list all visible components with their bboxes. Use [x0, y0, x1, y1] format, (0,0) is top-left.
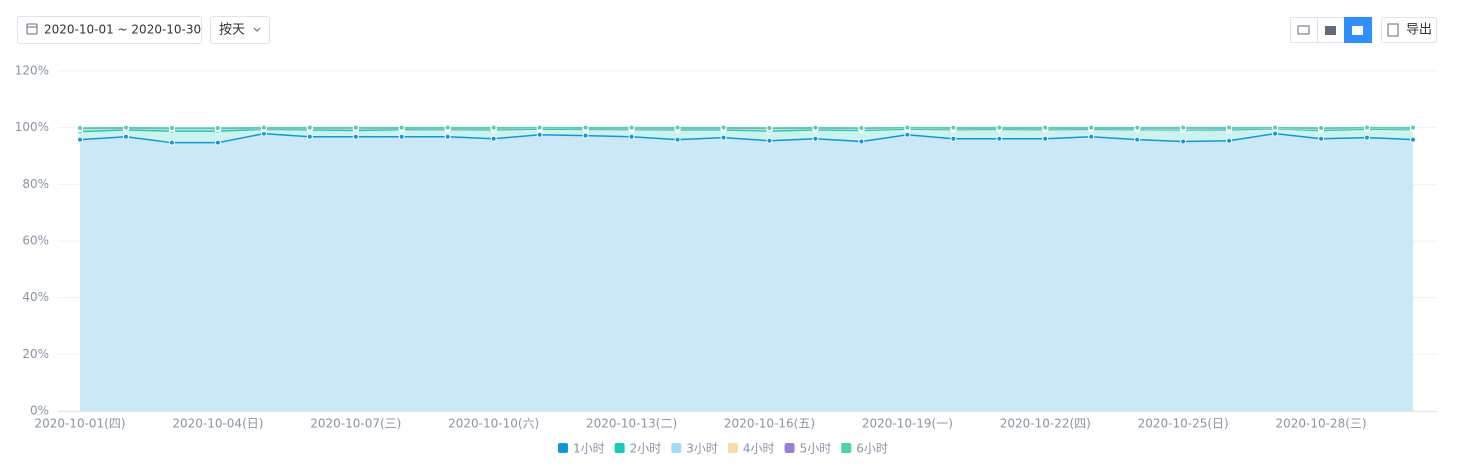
- x-tick-label: 2020-10-28(三): [1276, 417, 1367, 431]
- granularity-select[interactable]: 按天: [211, 17, 270, 44]
- data-point: [1089, 125, 1094, 130]
- data-point: [261, 125, 266, 130]
- data-point: [1273, 131, 1278, 136]
- data-point: [353, 134, 358, 139]
- x-tick-label: 2020-10-07(三): [310, 417, 401, 431]
- data-point: [813, 125, 818, 130]
- data-point: [1043, 136, 1048, 141]
- data-point: [537, 132, 542, 137]
- data-point: [353, 125, 358, 130]
- x-tick-label: 2020-10-04(日): [172, 417, 263, 431]
- data-point: [583, 125, 588, 130]
- export-button[interactable]: 导出: [1382, 18, 1437, 43]
- data-point: [169, 125, 174, 130]
- data-point: [78, 125, 83, 130]
- y-tick-label: 120%: [15, 64, 49, 78]
- data-point: [1365, 135, 1370, 140]
- export-label: 导出: [1406, 23, 1432, 38]
- legend-swatch: [785, 443, 795, 453]
- data-point: [629, 134, 634, 139]
- legend-label: 5小时: [800, 442, 832, 456]
- x-tick-label: 2020-10-13(二): [586, 417, 677, 431]
- granularity: 按天: [219, 23, 245, 38]
- data-point: [215, 140, 220, 145]
- data-point: [1273, 125, 1278, 130]
- legend: 1小时 2小时 3小时 4小时 5小时 6小时: [558, 442, 888, 456]
- data-point: [123, 125, 128, 130]
- data-point: [491, 125, 496, 130]
- y-tick-label: 100%: [15, 120, 49, 134]
- legend-swatch: [841, 443, 851, 453]
- data-point: [1227, 138, 1232, 143]
- data-point: [1181, 139, 1186, 144]
- data-point: [951, 136, 956, 141]
- legend-swatch: [671, 443, 681, 453]
- data-point: [675, 125, 680, 130]
- data-point: [169, 140, 174, 145]
- y-tick-label: 20%: [22, 347, 49, 361]
- data-point: [859, 139, 864, 144]
- data-point: [583, 133, 588, 138]
- data-point: [951, 125, 956, 130]
- data-point: [905, 125, 910, 130]
- data-point: [1365, 125, 1370, 130]
- data-point: [997, 125, 1002, 130]
- data-point: [1043, 125, 1048, 130]
- view-buttons[interactable]: [1291, 18, 1372, 43]
- data-point: [1135, 137, 1140, 142]
- y-tick-label: 0%: [30, 404, 49, 418]
- data-point: [307, 125, 312, 130]
- data-point: [78, 137, 83, 142]
- y-tick-label: 80%: [22, 177, 49, 191]
- data-point: [1135, 125, 1140, 130]
- y-tick-label: 40%: [22, 290, 49, 304]
- data-point: [445, 125, 450, 130]
- data-point: [1411, 137, 1416, 142]
- data-point: [215, 125, 220, 130]
- data-point: [537, 125, 542, 130]
- data-point: [813, 136, 818, 141]
- legend-swatch: [615, 443, 625, 453]
- data-point: [629, 125, 634, 130]
- data-point: [997, 136, 1002, 141]
- data-point: [1319, 125, 1324, 130]
- legend-label: 4小时: [743, 442, 775, 456]
- data-point: [905, 132, 910, 137]
- data-point: [399, 134, 404, 139]
- data-point: [307, 134, 312, 139]
- x-tick-label: 2020-10-16(五): [724, 417, 815, 431]
- data-point: [767, 138, 772, 143]
- legend-swatch: [728, 443, 738, 453]
- data-point: [859, 125, 864, 130]
- x-tick-label: 2020-10-01(四): [34, 417, 125, 431]
- legend-label: 3小时: [686, 442, 718, 456]
- data-point: [721, 125, 726, 130]
- legend-label: 1小时: [573, 442, 605, 456]
- data-point: [1227, 125, 1232, 130]
- data-point: [1411, 125, 1416, 130]
- data-point: [1319, 136, 1324, 141]
- data-point: [1089, 134, 1094, 139]
- data-point: [721, 135, 726, 140]
- y-tick-label: 60%: [22, 234, 49, 248]
- data-point: [445, 134, 450, 139]
- series-area: [80, 134, 1413, 411]
- data-point: [491, 136, 496, 141]
- legend-label: 2小时: [630, 442, 662, 456]
- x-tick-label: 2020-10-10(六): [448, 417, 539, 431]
- data-point: [767, 125, 772, 130]
- data-point: [399, 125, 404, 130]
- legend-label: 6小时: [856, 442, 888, 456]
- date-picker[interactable]: 2020-10-01 ~ 2020-10-30: [18, 17, 202, 44]
- legend-swatch: [558, 443, 568, 453]
- data-point: [1181, 125, 1186, 130]
- data-point: [123, 134, 128, 139]
- x-tick-label: 2020-10-22(四): [1000, 417, 1091, 431]
- data-point: [675, 137, 680, 142]
- x-tick-label: 2020-10-19(一): [862, 417, 953, 431]
- date-range: 2020-10-01 ~ 2020-10-30: [44, 23, 201, 37]
- x-tick-label: 2020-10-25(日): [1138, 417, 1229, 431]
